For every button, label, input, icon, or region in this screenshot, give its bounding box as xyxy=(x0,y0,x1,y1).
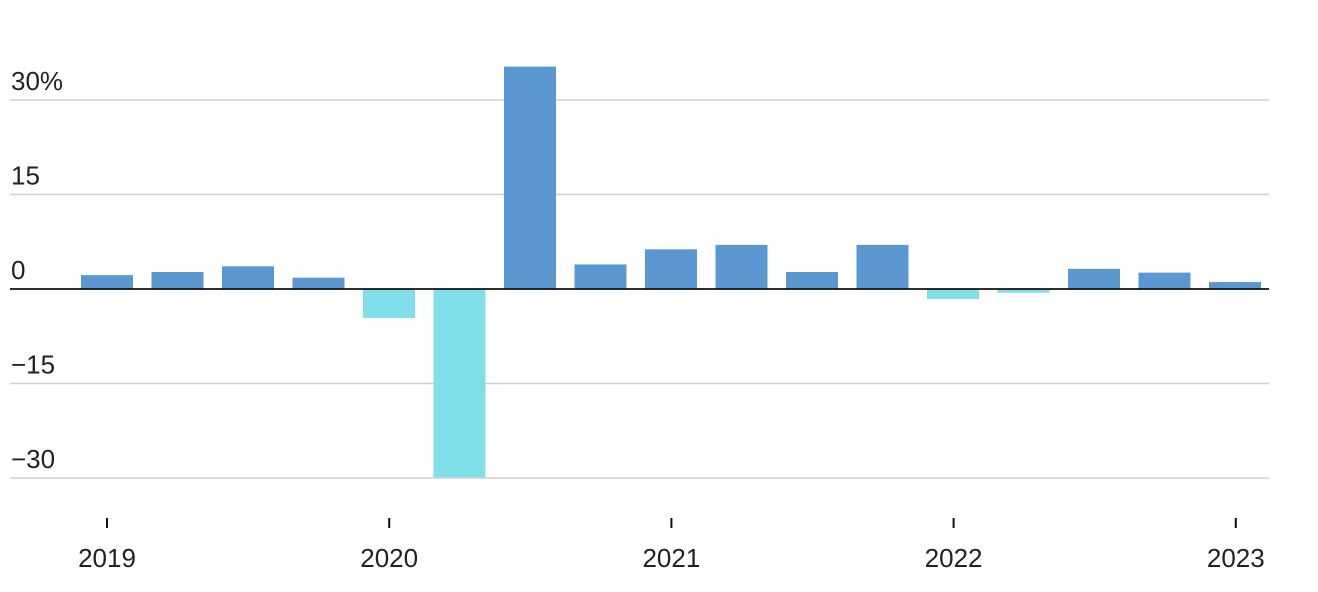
x-tick-label: 2020 xyxy=(360,543,418,573)
x-tick-label: 2021 xyxy=(642,543,700,573)
bar-2022-q1 xyxy=(927,289,979,300)
bars xyxy=(81,66,1261,478)
y-tick-label: 30% xyxy=(11,66,63,96)
bar-2022-q4 xyxy=(1138,272,1191,289)
grid-lines xyxy=(10,99,1269,479)
bar-2021-q2 xyxy=(715,244,768,289)
y-tick-label: 0 xyxy=(11,255,25,285)
x-axis: 2019 2020 2021 2022 2023 xyxy=(78,518,1265,573)
bar-2021-q4 xyxy=(856,244,909,289)
bar-2020-q4 xyxy=(574,264,627,289)
bar-2020-q3 xyxy=(504,66,556,289)
x-tick-label: 2023 xyxy=(1207,543,1265,573)
bar-2019-q3 xyxy=(222,266,274,289)
x-tick-label: 2019 xyxy=(78,543,136,573)
x-tick-label: 2022 xyxy=(925,543,983,573)
bar-2022-q3 xyxy=(1068,268,1120,289)
bar-2021-q3 xyxy=(786,271,838,289)
y-axis-labels: 30% 15 0 −15 −30 xyxy=(11,66,63,474)
bar-2022-q2 xyxy=(997,289,1050,293)
bar-2019-q4 xyxy=(292,277,345,289)
bar-2019-q2 xyxy=(151,271,204,289)
bar-2020-q2 xyxy=(433,289,486,478)
bar-2019-q1 xyxy=(81,275,133,289)
bar-2021-q1 xyxy=(645,249,697,289)
bar-2023-q1 xyxy=(1209,282,1261,289)
y-tick-label: −30 xyxy=(11,444,55,474)
bar-2020-q1 xyxy=(363,289,415,318)
y-tick-label: 15 xyxy=(11,161,40,191)
y-tick-label: −15 xyxy=(11,350,55,380)
